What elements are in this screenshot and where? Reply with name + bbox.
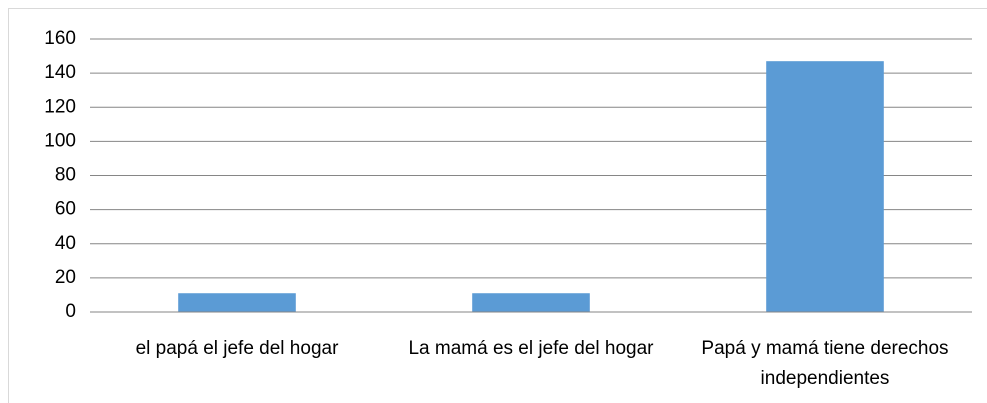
- y-tick-label: 40: [55, 233, 76, 254]
- bar: [472, 293, 590, 312]
- y-tick-label: 60: [55, 199, 76, 220]
- y-tick-label: 0: [65, 301, 76, 322]
- x-tick-label: La mamá es el jefe del hogar: [408, 338, 654, 359]
- bar: [766, 61, 884, 313]
- y-tick-label: 20: [55, 267, 76, 288]
- y-tick-label: 80: [55, 165, 76, 186]
- y-tick-label: 160: [44, 28, 76, 49]
- chart-frame: [8, 8, 987, 403]
- x-tick-label: el papá el jefe del hogar: [135, 338, 339, 359]
- y-tick-label: 120: [44, 96, 76, 117]
- bar: [178, 293, 296, 312]
- y-tick-label: 140: [44, 62, 76, 83]
- x-tick-label: Papá y mamá tiene derechos independiente…: [701, 338, 949, 389]
- y-tick-label: 100: [44, 130, 76, 151]
